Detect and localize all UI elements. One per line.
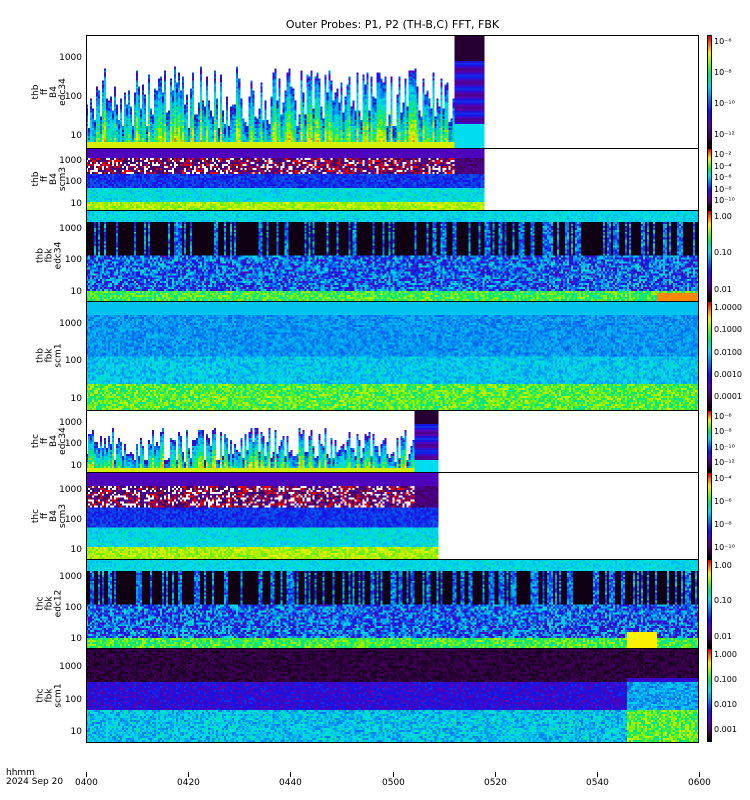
date-label: 2024 Sep 20 [6,777,64,787]
y-tick-label: 1000 [59,155,82,166]
x-tick-label: 0540 [586,778,609,788]
time-unit-label: hhmm [6,768,35,778]
y-tick-label: 100 [64,439,82,450]
colorbar [707,410,712,472]
spectrogram-thc-fbk-edc12 [86,559,699,648]
colorbar-tick-label: 10⁻⁸ [714,520,732,529]
spectrogram-thb-ff-b4-scm3 [86,148,699,210]
x-tick-mark [495,772,496,777]
colorbar-tick-label: 0.0010 [714,369,742,379]
y-tick-label: 10 [70,727,82,738]
x-tick-mark [188,772,189,777]
y-tick-label: 1000 [59,318,82,329]
colorbar-tick-label: 0.0100 [714,347,742,357]
colorbar-tick-label: 0.010 [714,700,737,710]
x-tick-label: 0520 [484,778,507,788]
x-tick-mark [86,772,87,777]
colorbar-tick-label: 10⁻¹⁰ [714,442,735,452]
spectrogram-thc-ff-b4-edc34 [86,410,699,472]
y-tick-label: 10 [70,286,82,297]
y-tick-label: 100 [64,603,82,614]
colorbar [707,648,712,742]
y-tick-label: 100 [64,255,82,266]
spectrogram-thb-ff-b4-edc34 [86,35,699,148]
y-tick-label: 100 [64,515,82,525]
colorbar [707,472,712,559]
x-tick-mark [393,772,394,777]
colorbar-tick-label: 10⁻⁴ [714,474,732,483]
colorbar-tick-label: 1.000 [714,650,737,659]
y-tick-label: 100 [64,356,82,367]
colorbar [707,301,712,410]
y-tick-label: 10 [70,544,82,555]
colorbar-tick-label: 10⁻¹² [714,129,735,139]
x-tick-mark [597,772,598,777]
y-tick-label: 10 [70,198,82,209]
y-tick-label: 1000 [59,223,82,234]
colorbar-tick-label: 10⁻⁸ [714,67,732,77]
x-tick-label: 0440 [279,778,302,788]
y-tick-label: 1000 [59,417,82,428]
colorbar [707,148,712,210]
colorbar-tick-label: 10⁻⁶ [714,412,732,421]
spectrogram-thb-fbk-scm1 [86,301,699,410]
y-tick-label: 100 [64,92,82,103]
y-tick-label: 1000 [59,53,82,64]
x-tick-mark [699,772,700,777]
colorbar-tick-label: 0.10 [714,596,732,606]
x-tick-label: 0420 [177,778,200,788]
colorbar-tick-label: 0.001 [714,725,737,735]
spectrogram-thc-fbk-scm1 [86,648,699,742]
colorbar-tick-label: 0.1000 [714,325,742,335]
x-tick-label: 0500 [382,778,405,788]
colorbar-tick-label: 10⁻¹⁰ [714,196,735,205]
colorbar-tick-label: 0.0001 [714,392,742,402]
colorbar [707,35,712,148]
colorbar-tick-label: 10⁻¹⁰ [714,98,735,108]
colorbar-tick-label: 0.01 [714,284,732,294]
colorbar-tick-label: 10⁻¹⁰ [714,543,735,552]
colorbar-tick-label: 1.00 [714,561,732,570]
y-tick-label: 100 [64,177,82,188]
colorbar-tick-label: 0.100 [714,675,737,685]
spectrogram-thc-ff-b4-scm3 [86,472,699,559]
plot-title: Outer Probes: P1, P2 (TH-B,C) FFT, FBK [285,18,500,31]
y-tick-label: 1000 [59,485,82,496]
colorbar [707,210,712,301]
x-tick-label: 0600 [688,778,711,788]
colorbar-tick-label: 1.00 [714,212,732,221]
colorbar-tick-label: 10⁻⁴ [714,161,732,171]
spectrogram-thb-fbk-edc34 [86,210,699,301]
x-tick-mark [290,772,291,777]
colorbar-tick-label: 0.01 [714,631,732,641]
colorbar-tick-label: 10⁻⁶ [714,497,732,506]
colorbar-tick-label: 10⁻⁶ [714,173,732,182]
y-tick-label: 10 [70,633,82,644]
colorbar-tick-label: 0.10 [714,248,732,258]
y-tick-label: 10 [70,393,82,404]
y-tick-label: 100 [64,694,82,705]
colorbar-tick-label: 10⁻¹² [714,458,735,467]
y-tick-label: 1000 [59,662,82,673]
colorbar-tick-label: 1.0000 [714,303,742,312]
colorbar-tick-label: 10⁻⁶ [714,37,732,46]
y-tick-label: 1000 [59,572,82,583]
colorbar [707,559,712,648]
y-tick-label: 10 [70,460,82,471]
y-tick-label: 10 [70,131,82,142]
x-tick-label: 0400 [75,778,98,788]
colorbar-tick-label: 10⁻⁸ [714,427,732,437]
colorbar-tick-label: 10⁻² [714,150,732,159]
colorbar-tick-label: 10⁻⁸ [714,184,732,194]
